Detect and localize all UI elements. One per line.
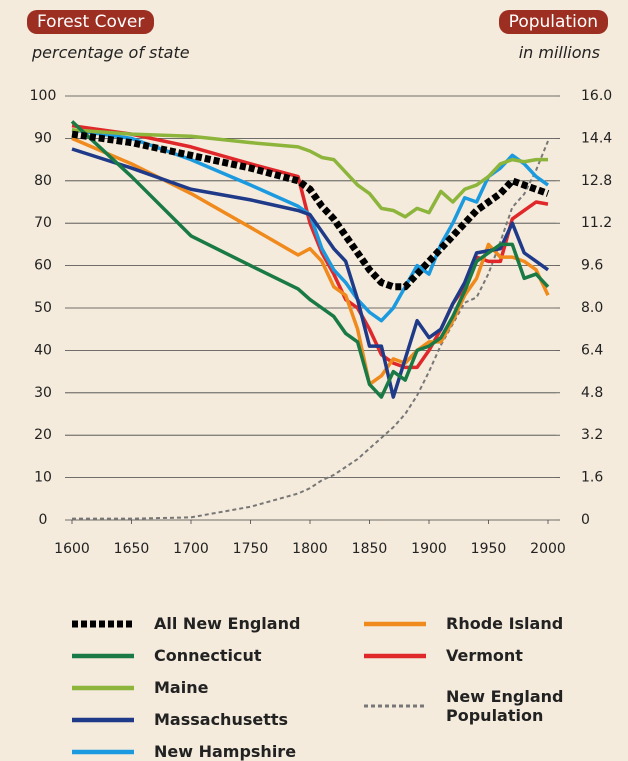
y2-tick-label: 0 [581,512,590,528]
legend-item: New Hampshire [72,742,304,761]
x-tick-label: 1800 [292,541,328,557]
x-tick-label: 1600 [54,541,90,557]
y2-tick-label: 3.2 [581,427,603,443]
legend-label: Vermont [446,646,523,665]
y-axis-title: Forest Cover [27,10,155,34]
y2-tick-label: 9.6 [581,258,603,274]
legend-swatch [72,749,134,754]
y2-tick-label: 16.0 [581,88,612,104]
x-tick-label: 1950 [471,541,507,557]
y-tick-label: 50 [34,300,52,316]
y2-tick-label: 11.2 [581,215,612,231]
legend-label: All New England [154,614,301,633]
series-line [71,136,550,387]
y-tick-label: 30 [34,385,52,401]
x-tick-label: 1850 [352,541,388,557]
y-tick-label: 0 [39,512,48,528]
legend-label: Massachusetts [154,710,289,729]
legend-swatch [364,653,426,658]
legend-label: New Hampshire [154,742,297,761]
y-tick-label: 40 [34,342,52,358]
legend-swatch [72,620,134,627]
y2-axis-note: in millions [518,43,600,62]
x-tick-label: 1900 [411,541,447,557]
x-tick-label: 1700 [173,541,209,557]
legend-swatch [72,717,134,722]
series-line [71,128,548,219]
y2-tick-label: 12.8 [581,173,612,189]
legend-item: Massachusetts [72,710,304,729]
legend-label: Maine [154,678,209,697]
series-line [70,120,550,399]
legend-swatch [364,704,426,708]
legend-item: Rhode Island [364,614,596,633]
x-tick-label: 1750 [233,541,269,557]
legend-label: New England Population [446,687,564,725]
series-line [71,130,550,291]
legend-item: New England Population [364,687,576,725]
y-axis-note: percentage of state [32,43,190,62]
y-tick-label: 70 [34,215,52,231]
x-tick-label: 2000 [530,541,566,557]
legend-label: Connecticut [154,646,262,665]
series-line [71,128,550,323]
legend-label: Rhode Island [446,614,564,633]
plot: 0 10 20 30 40 50 60 70 80 90 100 0 1.6 3.2 4.8 6.4 8.0 9.… [30,88,613,557]
series-line [71,123,549,370]
y2-tick-label: 6.4 [581,342,603,358]
y-tick-label: 60 [34,258,52,274]
legend-item: All New England [72,614,304,633]
legend-swatch [72,685,134,690]
y-tick-label: 90 [34,130,52,146]
series-line [72,140,549,520]
legend-item: Maine [72,678,304,697]
y-tick-label: 80 [34,173,52,189]
legend-item: Connecticut [72,646,304,665]
x-tick-label: 1650 [114,541,150,557]
y2-tick-label: 1.6 [581,470,603,486]
y-tick-label: 20 [34,427,52,443]
y2-tick-label: 8.0 [581,300,603,316]
y-tick-label: 10 [34,470,52,486]
y2-tick-label: 4.8 [581,385,603,401]
y2-tick-label: 14.4 [581,130,612,146]
y2-axis-title: Population [498,10,608,34]
legend-item: Vermont [364,646,596,665]
y-tick-label: 100 [30,88,57,104]
legend-swatch [72,653,134,658]
legend-swatch [364,621,426,626]
